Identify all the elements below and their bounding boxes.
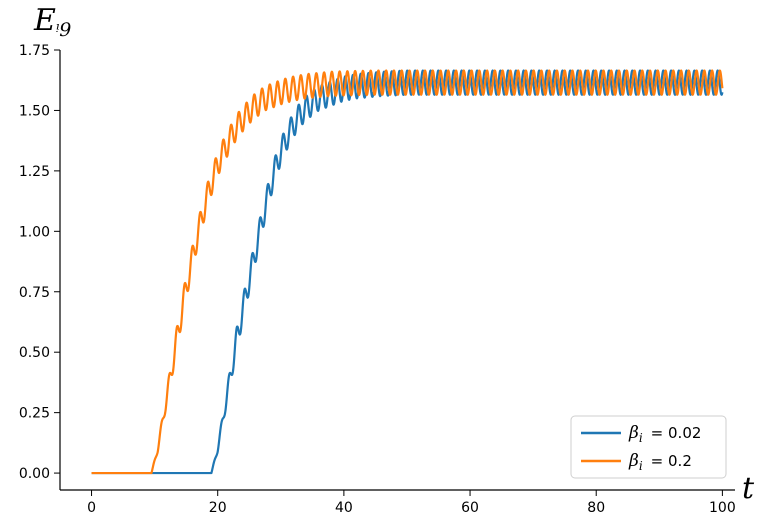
y-tick-label: 0.50 <box>19 345 50 361</box>
x-axis-label: t <box>742 471 755 506</box>
y-tick-label: 1.00 <box>19 224 50 240</box>
x-tick-label: 100 <box>709 500 736 516</box>
x-tick-label: 20 <box>209 500 227 516</box>
y-tick-label: 0.75 <box>19 285 50 301</box>
x-tick-label: 0 <box>87 500 96 516</box>
legend-label-series-0: βi = 0.02 <box>628 423 701 445</box>
plot-lines <box>90 69 724 475</box>
x-tick-label: 40 <box>335 500 353 516</box>
y-tick-label: 0.25 <box>19 406 50 422</box>
y-tick-label: 1.75 <box>19 43 50 59</box>
y-axis-label: Eᵎ9 <box>33 3 71 41</box>
series-line-0 <box>90 69 724 475</box>
series-line-1 <box>90 69 724 475</box>
x-tick-label: 80 <box>587 500 605 516</box>
y-tick-label: 1.50 <box>19 103 50 119</box>
legend: βi = 0.02 βi = 0.2 <box>570 415 727 479</box>
y-ticks: 0.00 0.25 0.50 0.75 1.00 1.25 1.50 1.75 <box>19 43 60 482</box>
x-ticks: 0 20 40 60 80 100 <box>87 490 736 516</box>
legend-label-series-1: βi = 0.2 <box>628 451 692 473</box>
y-tick-label: 1.25 <box>19 164 50 180</box>
x-tick-label: 60 <box>461 500 479 516</box>
y-tick-label: 0.00 <box>19 466 50 482</box>
legend-box <box>570 415 727 479</box>
